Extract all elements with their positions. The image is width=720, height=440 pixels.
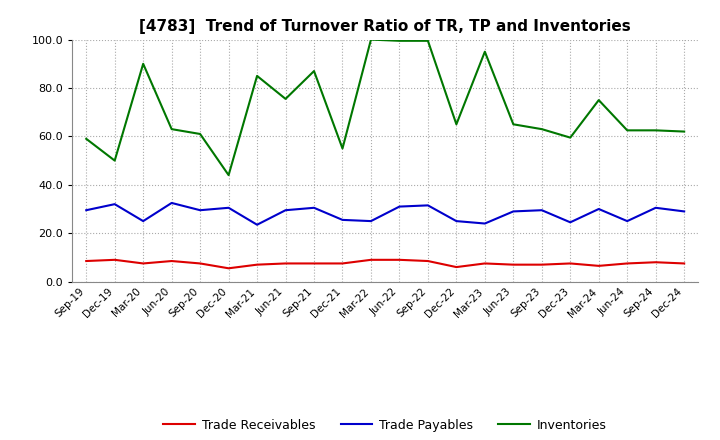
Trade Receivables — [623, 261, 631, 266]
Line: Trade Receivables: Trade Receivables — [86, 260, 684, 268]
Inventories — [282, 96, 290, 102]
Trade Payables — [310, 205, 318, 210]
Inventories — [452, 121, 461, 127]
Trade Payables — [282, 208, 290, 213]
Inventories — [82, 136, 91, 141]
Trade Payables — [338, 217, 347, 223]
Inventories — [623, 128, 631, 133]
Trade Payables — [225, 205, 233, 210]
Inventories — [566, 135, 575, 140]
Trade Receivables — [110, 257, 119, 262]
Trade Receivables — [282, 261, 290, 266]
Trade Receivables — [452, 264, 461, 270]
Inventories — [680, 129, 688, 134]
Trade Payables — [366, 218, 375, 224]
Trade Payables — [110, 202, 119, 207]
Trade Payables — [167, 200, 176, 205]
Trade Payables — [253, 222, 261, 227]
Line: Inventories: Inventories — [86, 40, 684, 175]
Trade Receivables — [566, 261, 575, 266]
Trade Payables — [566, 220, 575, 225]
Trade Receivables — [167, 258, 176, 264]
Inventories — [366, 37, 375, 42]
Trade Receivables — [366, 257, 375, 262]
Trade Receivables — [196, 261, 204, 266]
Trade Receivables — [225, 266, 233, 271]
Inventories — [167, 126, 176, 132]
Line: Trade Payables: Trade Payables — [86, 203, 684, 225]
Trade Payables — [82, 208, 91, 213]
Inventories — [338, 146, 347, 151]
Trade Receivables — [480, 261, 489, 266]
Inventories — [480, 49, 489, 54]
Trade Receivables — [509, 262, 518, 268]
Trade Payables — [196, 208, 204, 213]
Trade Receivables — [82, 258, 91, 264]
Trade Receivables — [595, 263, 603, 268]
Trade Receivables — [423, 258, 432, 264]
Legend: Trade Receivables, Trade Payables, Inventories: Trade Receivables, Trade Payables, Inven… — [158, 414, 612, 436]
Trade Payables — [652, 205, 660, 210]
Trade Payables — [139, 218, 148, 224]
Trade Receivables — [139, 261, 148, 266]
Inventories — [225, 172, 233, 178]
Inventories — [537, 126, 546, 132]
Inventories — [509, 121, 518, 127]
Title: [4783]  Trend of Turnover Ratio of TR, TP and Inventories: [4783] Trend of Turnover Ratio of TR, TP… — [140, 19, 631, 34]
Trade Receivables — [652, 260, 660, 265]
Trade Payables — [452, 218, 461, 224]
Inventories — [253, 73, 261, 78]
Trade Receivables — [537, 262, 546, 268]
Trade Payables — [595, 206, 603, 212]
Inventories — [395, 38, 404, 44]
Trade Receivables — [680, 261, 688, 266]
Trade Payables — [480, 221, 489, 226]
Inventories — [652, 128, 660, 133]
Trade Receivables — [395, 257, 404, 262]
Trade Payables — [537, 208, 546, 213]
Inventories — [595, 97, 603, 103]
Trade Receivables — [310, 261, 318, 266]
Trade Receivables — [253, 262, 261, 268]
Trade Payables — [423, 203, 432, 208]
Inventories — [110, 158, 119, 163]
Inventories — [196, 131, 204, 136]
Inventories — [423, 38, 432, 44]
Trade Payables — [680, 209, 688, 214]
Trade Receivables — [338, 261, 347, 266]
Inventories — [310, 68, 318, 73]
Inventories — [139, 61, 148, 66]
Trade Payables — [509, 209, 518, 214]
Trade Payables — [395, 204, 404, 209]
Trade Payables — [623, 218, 631, 224]
